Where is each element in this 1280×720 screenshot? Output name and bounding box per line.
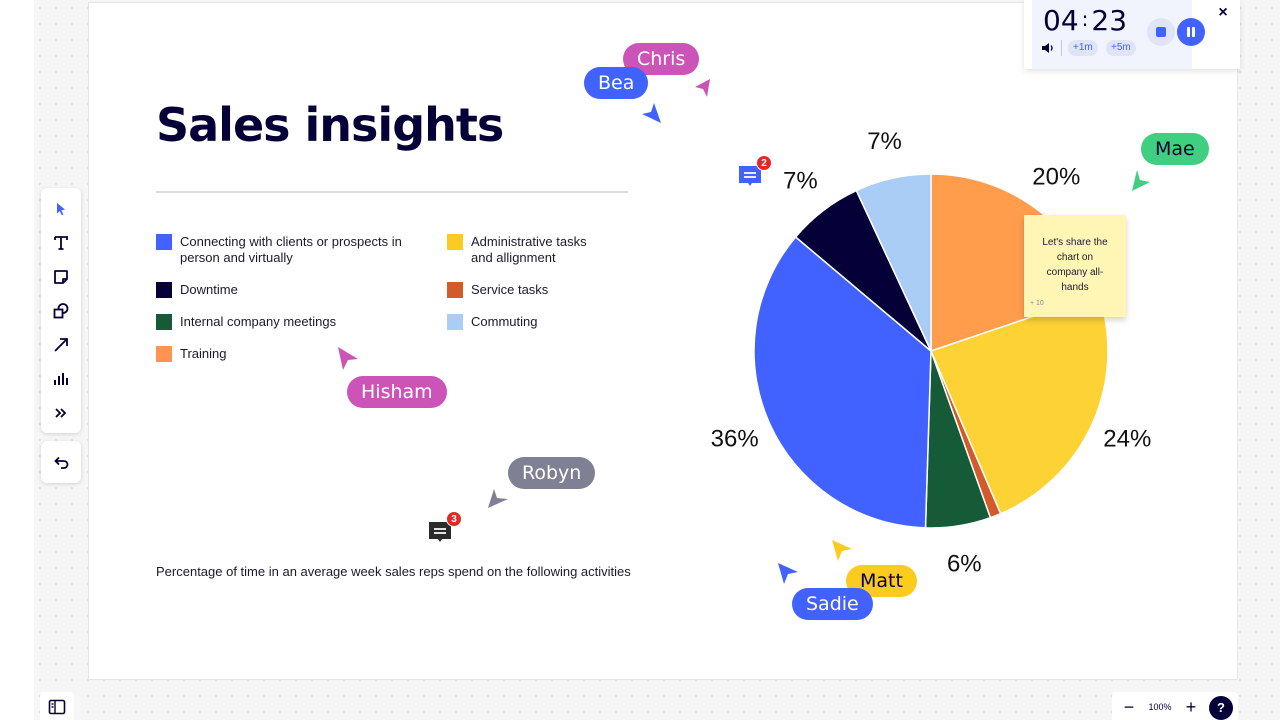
shapes-icon[interactable] [49, 299, 73, 323]
cursor-label-bea: Bea [584, 67, 649, 99]
timer-time: 04 : 23 [1043, 4, 1127, 37]
comment-thread[interactable]: 2 [738, 155, 772, 188]
timer-panel: 04 : 23 +1m +5m [1024, 0, 1240, 69]
legend-item-commuting[interactable]: Commuting [447, 314, 611, 330]
legend-item-clients[interactable]: Connecting with clients or prospects in … [156, 234, 410, 266]
canvas-edge [0, 0, 34, 720]
legend-item-downtime[interactable]: Downtime [156, 282, 410, 298]
page-title[interactable]: Sales insights [156, 98, 504, 152]
sticky-reaction[interactable]: + 10 [1030, 300, 1044, 307]
timer-divider [1061, 40, 1062, 56]
cursor-label-mae: Mae [1141, 133, 1209, 165]
panel-toggle-button[interactable] [40, 692, 74, 720]
pause-button[interactable] [1177, 18, 1205, 46]
cursor-label-robyn: Robyn [508, 457, 596, 489]
help-button[interactable]: ? [1209, 696, 1233, 720]
legend-swatch [156, 314, 172, 330]
legend-swatch [447, 282, 463, 298]
legend-swatch [156, 346, 172, 362]
collaborator-cursor-icon [488, 489, 508, 508]
cursor-label-hisham: Hisham [347, 376, 447, 408]
text-icon[interactable] [49, 231, 73, 255]
undo-icon [54, 456, 69, 469]
legend-label: Connecting with clients or prospects in … [180, 234, 402, 265]
timer-close-button[interactable]: × [1218, 4, 1228, 21]
legend-label: Administrative tasks and allignment [471, 234, 587, 265]
comment-count-badge: 3 [446, 511, 462, 527]
legend-label: Internal company meetings [180, 314, 337, 329]
zoom-in-button[interactable]: + [1185, 697, 1197, 717]
legend-item-admin[interactable]: Administrative tasks and allignment [447, 234, 611, 266]
add-1-minute-button[interactable]: +1m [1068, 40, 1098, 56]
collaborator-cursor-icon [695, 79, 710, 97]
left-toolbar [41, 188, 81, 433]
panel-icon [48, 699, 66, 715]
arrow-line-icon[interactable] [49, 333, 73, 357]
add-5-minutes-button[interactable]: +5m [1106, 40, 1136, 56]
comment-count-badge: 2 [756, 155, 772, 171]
collaborator-cursor-icon [338, 347, 358, 370]
legend-item-training[interactable]: Training [156, 346, 410, 362]
more-icon[interactable] [49, 401, 73, 425]
cursor-icon[interactable] [49, 197, 73, 221]
collaborator-cursor-icon [832, 540, 852, 561]
stop-button[interactable] [1147, 18, 1175, 46]
legend-swatch [447, 234, 463, 250]
comment-icon [429, 522, 451, 542]
sound-icon[interactable] [1040, 40, 1056, 56]
zoom-out-button[interactable]: − [1123, 697, 1135, 717]
timer-minutes: 04 [1043, 4, 1079, 37]
comment-icon [739, 166, 761, 186]
cursor-label-sadie: Sadie [792, 588, 873, 620]
stop-icon [1156, 27, 1166, 37]
undo-button[interactable] [41, 441, 81, 483]
collaborator-cursor-icon [1132, 170, 1150, 191]
legend-label: Commuting [471, 314, 538, 329]
legend-swatch [447, 314, 463, 330]
chart-icon[interactable] [49, 367, 73, 391]
legend-label: Service tasks [471, 282, 549, 297]
collaborator-cursor-icon [778, 563, 798, 584]
timer-seconds: 23 [1091, 4, 1128, 37]
pause-icon [1187, 27, 1195, 37]
title-divider [156, 191, 628, 193]
sticky-note-text: Let's share the chart on company all-han… [1042, 237, 1108, 293]
zoom-level[interactable]: 100% [1148, 702, 1172, 712]
chart-caption[interactable]: Percentage of time in an average week sa… [156, 564, 631, 579]
legend-swatch [156, 282, 172, 298]
comment-thread[interactable]: 3 [428, 511, 462, 544]
legend-label: Downtime [180, 282, 238, 297]
sticky-note-icon[interactable] [49, 265, 73, 289]
sticky-note[interactable]: Let's share the chart on company all-han… [1024, 215, 1126, 317]
timer-separator: : [1081, 6, 1089, 31]
cursor-label-matt: Matt [846, 565, 917, 597]
legend-swatch [156, 234, 172, 250]
legend-item-service[interactable]: Service tasks [447, 282, 611, 298]
collaborator-cursor-icon [642, 103, 661, 123]
legend-item-meetings[interactable]: Internal company meetings [156, 314, 410, 330]
legend-label: Training [180, 346, 227, 361]
